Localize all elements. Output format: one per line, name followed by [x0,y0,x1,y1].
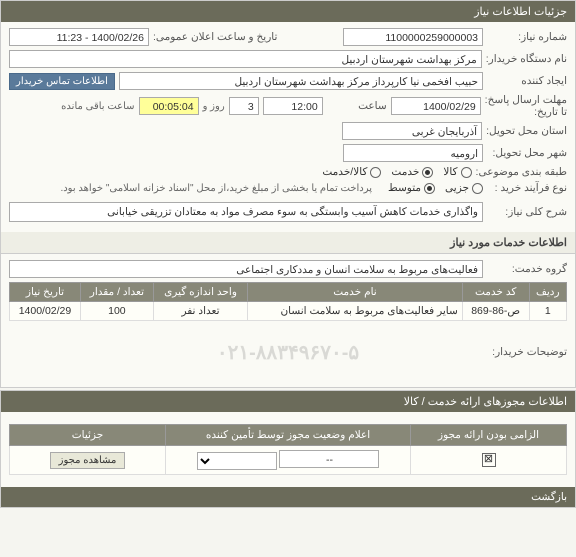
purchase-note: پرداخت تمام یا بخشی از مبلغ خرید،از محل … [60,183,372,194]
need-number-label: شماره نیاز: [487,31,567,43]
remaining-time-field: 00:05:04 [139,97,199,115]
buyer-org-field: مرکز بهداشت شهرستان اردبیل [9,50,482,68]
deadline-label: مهلت ارسال پاسخ:تا تاریخ: [485,94,567,118]
pt-medium-radio[interactable]: متوسط [388,182,435,194]
panel3-title: اطلاعات مجوزهای ارائه خدمت / کالا [1,391,575,412]
services-table: ردیف کد خدمت نام خدمت واحد اندازه گیری ت… [9,282,567,321]
remaining-label: ساعت باقی مانده [61,101,134,112]
province-label: استان محل تحویل: [486,125,567,137]
th-date: تاریخ نیاز [10,283,81,302]
service-group-label: گروه خدمت: [487,263,567,275]
category-label: طبقه بندی موضوعی: [476,166,567,178]
table-row: ⊠ -- مشاهده مجوز [10,446,567,475]
city-field: ارومیه [343,144,483,162]
service-group-field: فعالیت‌های مربوط به سلامت انسان و مددکار… [9,260,483,278]
buyer-notes-label: توضیحات خریدار: [487,346,567,358]
days-label: روز و [203,101,225,112]
announce-field: 1400/02/26 - 11:23 [9,28,149,46]
status-select[interactable] [197,452,277,470]
th-unit: واحد اندازه گیری [153,283,247,302]
cat-goods-service-radio[interactable]: کالا/خدمت [322,166,381,178]
th-details: جزئیات [10,425,166,446]
province-field: آذربایجان غربی [342,122,482,140]
auth-panel: اطلاعات مجوزهای ارائه خدمت / کالا الزامی… [0,390,576,508]
view-auth-button[interactable]: مشاهده مجوز [50,452,126,469]
table-row: 1 ص-86-869 سایر فعالیت‌های مربوط به سلام… [10,302,567,321]
purchase-type-radio-group: جزیی متوسط [388,182,483,194]
watermark-text: ۰۲۱-۸۸۳۴۹۶۷۰-۵ [9,340,567,365]
cat-service-radio[interactable]: خدمت [391,166,433,178]
buyer-org-label: نام دستگاه خریدار: [486,53,567,65]
panel2-title: اطلاعات خدمات مورد نیاز [1,232,575,254]
status-value: -- [279,450,379,468]
return-button[interactable]: بازگشت [531,491,567,503]
creator-label: ایجاد کننده [487,75,567,87]
deadline-time-field: 12:00 [263,97,323,115]
mandatory-checkbox[interactable]: ⊠ [482,453,496,467]
deadline-date-field: 1400/02/29 [391,97,481,115]
need-number-field: 1100000259000003 [343,28,483,46]
creator-field: حبیب افخمی نیا کارپرداز مرکز بهداشت شهرس… [119,72,483,90]
time-label: ساعت [327,100,387,112]
need-details-panel: جزئیات اطلاعات نیاز شماره نیاز: 11000002… [0,0,576,388]
desc-field: واگذاری خدمات کاهش آسیب وابستگی به سوء م… [9,202,483,222]
contact-buyer-button[interactable]: اطلاعات تماس خریدار [9,73,115,90]
city-label: شهر محل تحویل: [487,147,567,159]
th-mandatory: الزامی بودن ارائه مجوز [411,425,567,446]
announce-label: تاریخ و ساعت اعلان عمومی: [153,31,277,43]
desc-label: شرح کلی نیاز: [487,206,567,218]
th-status: اعلام وضعیت مجوز توسط تأمین کننده [165,425,410,446]
purchase-type-label: نوع فرآیند خرید : [487,182,567,194]
cat-goods-radio[interactable]: کالا [443,166,471,178]
footer-bar: بازگشت [1,487,575,507]
th-row: ردیف [529,283,566,302]
pt-small-radio[interactable]: جزیی [445,182,483,194]
days-field: 3 [229,97,259,115]
panel1-title: جزئیات اطلاعات نیاز [1,1,575,22]
th-qty: تعداد / مقدار [80,283,153,302]
auth-table: الزامی بودن ارائه مجوز اعلام وضعیت مجوز … [9,424,567,475]
th-code: کد خدمت [462,283,529,302]
category-radio-group: کالا خدمت کالا/خدمت [322,166,471,178]
th-name: نام خدمت [248,283,463,302]
